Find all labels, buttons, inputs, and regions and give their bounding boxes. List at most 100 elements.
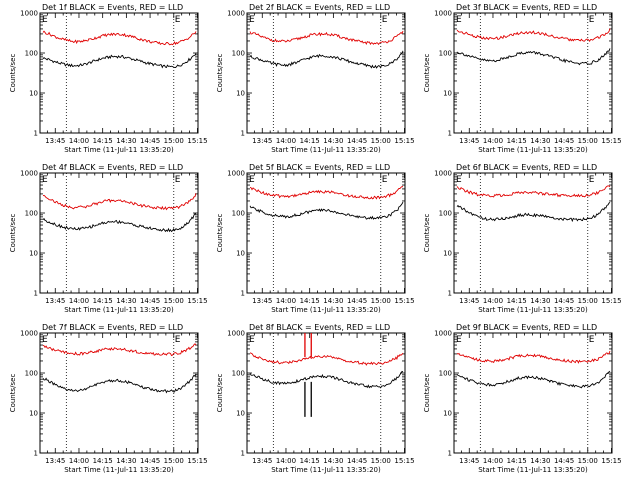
x-axis-label: Start Time (11-Jul-11 13:35:20)	[64, 306, 174, 314]
y-tick-label: 1	[448, 130, 452, 138]
y-axis-label: Counts/sec	[423, 374, 431, 413]
y-axis-label: Counts/sec	[423, 214, 431, 253]
x-tick-label: 13:45	[252, 137, 272, 145]
panel-7: Det 7f BLACK = Events, RED = LLD 1 10 100 10…	[9, 323, 208, 474]
x-tick-label: 14:30	[116, 297, 136, 305]
plot-frame	[453, 12, 613, 134]
x-tick-label: 15:00	[578, 457, 598, 465]
event-marker: E	[456, 175, 462, 185]
x-tick-label: 13:45	[252, 457, 272, 465]
x-tick-label: 15:15	[187, 137, 207, 145]
y-tick-label: 1	[34, 290, 38, 298]
x-tick-label: 13:45	[459, 297, 479, 305]
x-tick-label: 15:15	[394, 137, 414, 145]
y-tick-label: 1000	[20, 10, 38, 18]
y-axis-label: Counts/sec	[216, 214, 224, 253]
x-tick-label: 14:00	[69, 457, 89, 465]
x-tick-label: 14:30	[323, 457, 343, 465]
x-axis-label: Start Time (11-Jul-11 13:35:20)	[64, 466, 174, 474]
event-marker: E	[456, 335, 462, 345]
x-tick-label: 15:15	[601, 457, 621, 465]
event-marker: E	[382, 335, 388, 345]
x-tick-label: 15:00	[371, 297, 391, 305]
x-tick-label: 13:45	[45, 457, 65, 465]
panel-title: Det 8f BLACK = Events, RED = LLD	[249, 323, 390, 332]
x-tick-label: 15:00	[164, 137, 184, 145]
panel-3: Det 3f BLACK = Events, RED = LLD 1 10 100 10…	[423, 3, 622, 154]
events-series-line	[42, 213, 197, 233]
plot-frame	[246, 12, 406, 134]
y-tick-label: 1	[34, 450, 38, 458]
panel-title: Det 9f BLACK = Events, RED = LLD	[456, 323, 597, 332]
events-series-line	[42, 373, 197, 394]
event-marker: E	[249, 335, 255, 345]
y-tick-label: 10	[29, 250, 38, 258]
y-tick-label: 100	[25, 210, 38, 218]
x-tick-label: 15:15	[601, 297, 621, 305]
panel-title: Det 6f BLACK = Events, RED = LLD	[456, 163, 597, 172]
y-tick-label: 100	[25, 50, 38, 58]
lld-series-line	[42, 193, 197, 211]
x-tick-label: 14:00	[69, 137, 89, 145]
x-tick-label: 14:15	[507, 457, 527, 465]
lld-series-line	[456, 350, 611, 364]
lld-series-line	[249, 186, 404, 200]
y-tick-label: 10	[443, 250, 452, 258]
x-tick-label: 14:30	[116, 457, 136, 465]
x-tick-label: 14:45	[140, 137, 160, 145]
x-tick-label: 14:45	[347, 457, 367, 465]
y-tick-label: 100	[232, 370, 245, 378]
event-marker: E	[456, 15, 462, 25]
lld-series-line	[249, 30, 404, 46]
panel-title: Det 1f BLACK = Events, RED = LLD	[42, 3, 183, 12]
plot-frame	[39, 12, 199, 134]
panel-5: Det 5f BLACK = Events, RED = LLD 1 10 100 10…	[216, 163, 415, 314]
panel-2: Det 2f BLACK = Events, RED = LLD 1 10 100 10…	[216, 3, 415, 154]
x-axis-label: Start Time (11-Jul-11 13:35:20)	[478, 466, 588, 474]
y-axis-label: Counts/sec	[9, 374, 17, 413]
lld-series-line	[249, 352, 404, 366]
events-series-line	[456, 48, 611, 66]
plot-frame	[453, 172, 613, 294]
lld-series-line	[456, 28, 611, 43]
y-axis-label: Counts/sec	[423, 54, 431, 93]
events-series-line	[249, 201, 404, 220]
events-series-line	[249, 50, 404, 69]
event-marker: E	[249, 15, 255, 25]
y-tick-label: 1	[241, 450, 245, 458]
x-tick-label: 13:45	[45, 297, 65, 305]
x-tick-label: 14:45	[347, 297, 367, 305]
event-marker: E	[175, 15, 181, 25]
lld-series-line	[42, 30, 197, 46]
events-series-line	[456, 202, 611, 223]
y-axis-label: Counts/sec	[9, 54, 17, 93]
event-marker: E	[382, 175, 388, 185]
x-tick-label: 13:45	[459, 457, 479, 465]
panel-title: Det 5f BLACK = Events, RED = LLD	[249, 163, 390, 172]
lld-series-line	[42, 343, 197, 357]
x-tick-label: 14:00	[276, 457, 296, 465]
plot-frame	[39, 332, 199, 454]
plot-frame	[246, 172, 406, 294]
event-marker: E	[175, 335, 181, 345]
y-tick-label: 1000	[434, 10, 452, 18]
x-axis-label: Start Time (11-Jul-11 13:35:20)	[64, 146, 174, 154]
event-marker: E	[175, 175, 181, 185]
plot-frame	[453, 332, 613, 454]
x-tick-label: 14:45	[554, 297, 574, 305]
y-tick-label: 1000	[20, 170, 38, 178]
x-axis-label: Start Time (11-Jul-11 13:35:20)	[478, 146, 588, 154]
y-tick-label: 1	[448, 290, 452, 298]
y-tick-label: 10	[443, 90, 452, 98]
y-tick-label: 1000	[227, 330, 245, 338]
x-tick-label: 14:00	[276, 137, 296, 145]
events-series-line	[456, 370, 611, 389]
x-tick-label: 14:00	[483, 297, 503, 305]
plot-frame	[39, 172, 199, 294]
x-tick-label: 14:45	[140, 457, 160, 465]
x-tick-label: 15:00	[578, 137, 598, 145]
y-tick-label: 100	[232, 50, 245, 58]
y-tick-label: 10	[29, 90, 38, 98]
y-tick-label: 1000	[434, 330, 452, 338]
y-tick-label: 1000	[227, 170, 245, 178]
